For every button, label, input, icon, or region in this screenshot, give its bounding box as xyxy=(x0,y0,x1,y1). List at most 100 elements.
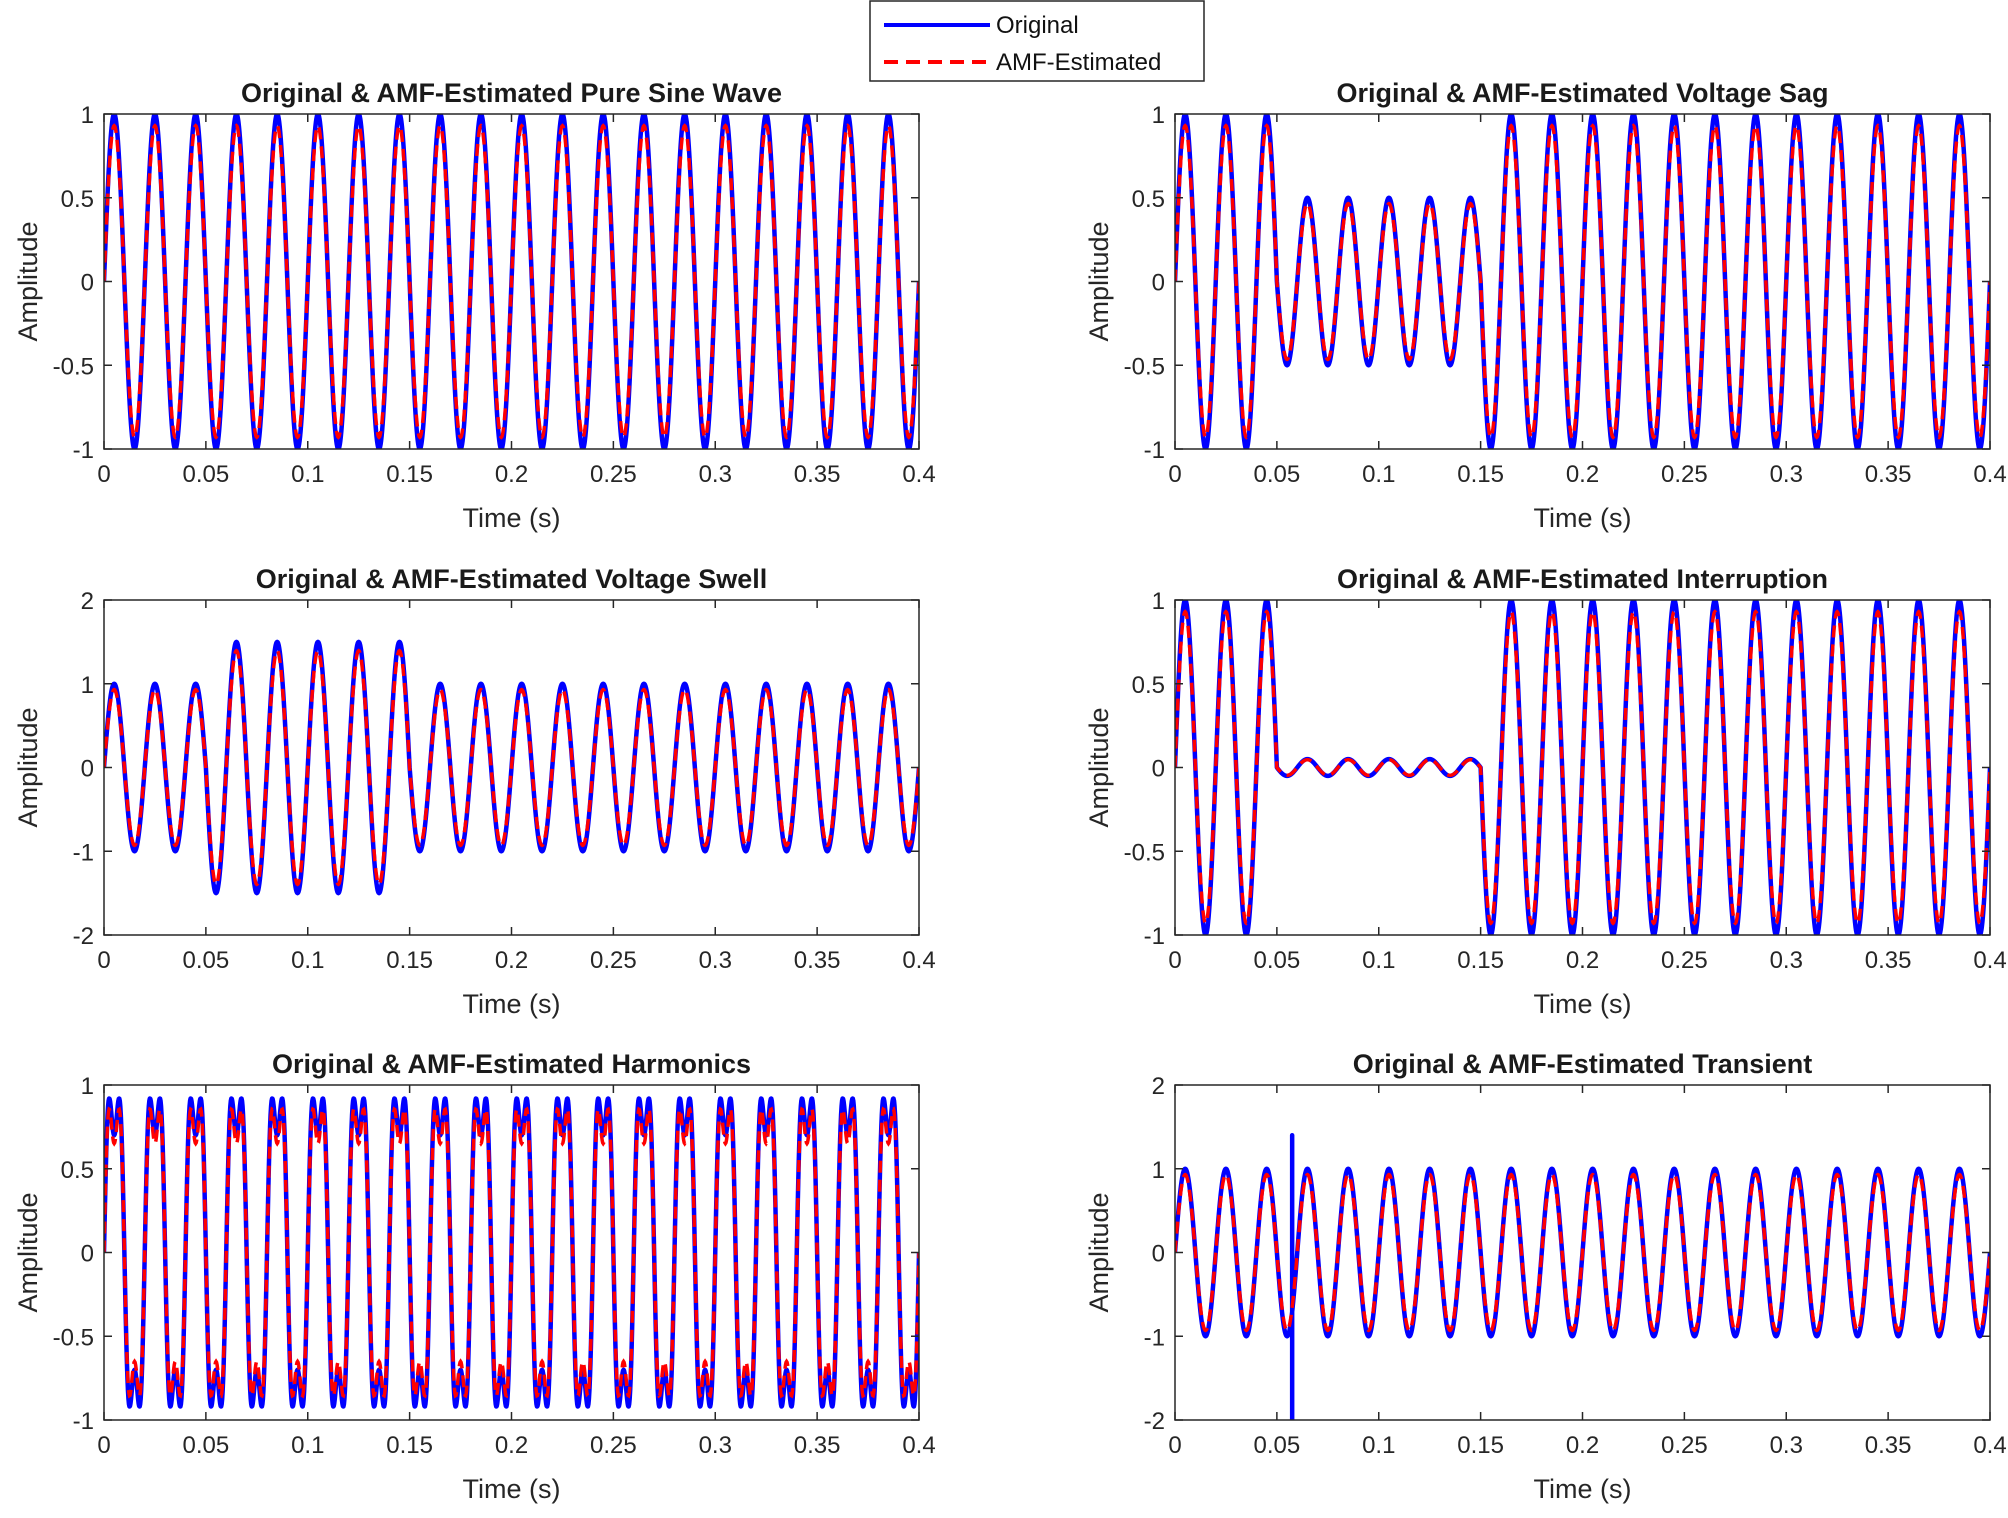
y-tick-label-0: 0 xyxy=(1152,1241,1165,1268)
series-amf-estimated-line xyxy=(1175,1172,1990,1333)
y-tick-label-1: -1 xyxy=(1144,923,1165,950)
y-axis-label: Amplitude xyxy=(13,1192,43,1312)
x-tick-label-0-1: 0.1 xyxy=(291,1432,324,1459)
x-tick-label-0-4: 0.4 xyxy=(902,1432,935,1459)
x-tick-label-0-25: 0.25 xyxy=(1661,947,1708,974)
chart-title: Original & AMF-Estimated Voltage Swell xyxy=(256,564,768,594)
y-tick-label-0: 0 xyxy=(81,270,94,297)
y-tick-label-1: -1 xyxy=(1144,437,1165,464)
y-tick-label-0-5: 0.5 xyxy=(61,186,94,213)
x-tick-label-0-25: 0.25 xyxy=(590,461,637,488)
subplot-harmonics: 0 0.05 0.1 0.15 0.2 0.25 0.3 0.35 0.4 -1 -0.5 0 0.5 1… xyxy=(13,1049,936,1504)
y-tick-label-1: 1 xyxy=(1152,588,1165,615)
x-tick-label-0-25: 0.25 xyxy=(1661,1432,1708,1459)
x-tick-label-0-35: 0.35 xyxy=(794,1432,841,1459)
x-tick-label-0-4: 0.4 xyxy=(1973,1432,2006,1459)
x-tick-label-0: 0 xyxy=(97,947,110,974)
legend-label-amf: AMF-Estimated xyxy=(996,49,1161,76)
x-tick-label-0-15: 0.15 xyxy=(386,947,433,974)
x-tick-label-0-3: 0.3 xyxy=(699,461,732,488)
chart-title: Original & AMF-Estimated Pure Sine Wave xyxy=(241,78,782,108)
x-tick-label-0-05: 0.05 xyxy=(1254,1432,1301,1459)
legend: Original AMF-Estimated xyxy=(869,0,1205,82)
x-tick-label-0-3: 0.3 xyxy=(1770,947,1803,974)
x-tick-label-0-35: 0.35 xyxy=(1865,1432,1912,1459)
x-tick-label-0-35: 0.35 xyxy=(1865,461,1912,488)
y-tick-label-1: -1 xyxy=(73,839,94,866)
y-tick-label-0-5: 0.5 xyxy=(61,1157,94,1184)
y-tick-label-1: 1 xyxy=(81,1073,94,1100)
subplot-voltage-swell: 0 0.05 0.1 0.15 0.2 0.25 0.3 0.35 0.4 -2 -1 0 1 2 Orig… xyxy=(13,564,936,1019)
series-amf-estimated-line xyxy=(1175,123,1990,440)
x-tick-label-0-05: 0.05 xyxy=(1254,461,1301,488)
subplot-interruption: 0 0.05 0.1 0.15 0.2 0.25 0.3 0.35 0.4 -1 -0.5 0 0.5 1… xyxy=(1084,564,2007,1019)
y-axis-label: Amplitude xyxy=(1084,1192,1114,1312)
y-tick-label-1: -1 xyxy=(1144,1324,1165,1351)
x-tick-label-0-3: 0.3 xyxy=(699,947,732,974)
x-tick-label-0-4: 0.4 xyxy=(1973,947,2006,974)
x-tick-label-0-2: 0.2 xyxy=(1566,461,1599,488)
y-tick-label-1: -1 xyxy=(73,1408,94,1435)
series-amf-estimated-line xyxy=(104,123,919,440)
chart-title: Original & AMF-Estimated Voltage Sag xyxy=(1336,78,1828,108)
x-tick-label-0-4: 0.4 xyxy=(902,461,935,488)
x-tick-label-0-1: 0.1 xyxy=(1362,1432,1395,1459)
series-amf-estimated-line xyxy=(104,648,919,887)
y-axis-label: Amplitude xyxy=(13,221,43,341)
y-tick-label-0-5: 0.5 xyxy=(1132,186,1165,213)
x-tick-label-0-4: 0.4 xyxy=(1973,461,2006,488)
y-axis-label: Amplitude xyxy=(13,707,43,827)
x-tick-label-0-15: 0.15 xyxy=(386,1432,433,1459)
legend-label-original: Original xyxy=(996,12,1079,39)
y-tick-label-0: 0 xyxy=(81,1241,94,1268)
y-tick-label-1: 1 xyxy=(1152,1157,1165,1184)
x-tick-label-0-1: 0.1 xyxy=(1362,461,1395,488)
x-tick-label-0: 0 xyxy=(97,461,110,488)
series-amf-estimated-line xyxy=(1175,609,1990,926)
x-tick-label-0-1: 0.1 xyxy=(291,461,324,488)
x-tick-label-0-1: 0.1 xyxy=(1362,947,1395,974)
y-tick-label-0-5: 0.5 xyxy=(1132,672,1165,699)
x-tick-label-0: 0 xyxy=(1168,461,1181,488)
subplot-transient: 0 0.05 0.1 0.15 0.2 0.25 0.3 0.35 0.4 -2 -1 0 1 2 Orig… xyxy=(1084,1049,2007,1504)
x-tick-label-0-3: 0.3 xyxy=(1770,461,1803,488)
x-tick-label-0-2: 0.2 xyxy=(495,461,528,488)
x-tick-label-0-05: 0.05 xyxy=(183,461,230,488)
y-tick-label-0-5: -0.5 xyxy=(1124,353,1165,380)
x-tick-label-0-25: 0.25 xyxy=(590,947,637,974)
x-tick-label-0-15: 0.15 xyxy=(1457,947,1504,974)
subplot-pure-sine: 0 0.05 0.1 0.15 0.2 0.25 0.3 0.35 0.4 -1 -0.5 0 0.5 1… xyxy=(13,78,936,533)
y-tick-label-2: 2 xyxy=(1152,1073,1165,1100)
y-tick-label-0-5: -0.5 xyxy=(1124,839,1165,866)
y-tick-label-2: -2 xyxy=(1144,1408,1165,1435)
x-tick-label-0-15: 0.15 xyxy=(386,461,433,488)
subplot-voltage-sag: 0 0.05 0.1 0.15 0.2 0.25 0.3 0.35 0.4 -1 -0.5 0 0.5 1… xyxy=(1084,78,2007,533)
y-tick-label-2: 2 xyxy=(81,588,94,615)
x-tick-label-0-2: 0.2 xyxy=(495,947,528,974)
y-tick-label-1: 1 xyxy=(1152,102,1165,129)
y-tick-label-1: 1 xyxy=(81,672,94,699)
x-axis-label: Time (s) xyxy=(1534,1474,1632,1504)
x-tick-label-0-05: 0.05 xyxy=(183,947,230,974)
x-axis-label: Time (s) xyxy=(463,503,561,533)
y-tick-label-0: 0 xyxy=(1152,270,1165,297)
chart-title: Original & AMF-Estimated Interruption xyxy=(1337,564,1828,594)
x-tick-label-0-05: 0.05 xyxy=(183,1432,230,1459)
x-tick-label-0-2: 0.2 xyxy=(1566,947,1599,974)
x-tick-label-0-1: 0.1 xyxy=(291,947,324,974)
x-axis-label: Time (s) xyxy=(1534,989,1632,1019)
x-tick-label-0-35: 0.35 xyxy=(1865,947,1912,974)
x-tick-label-0-25: 0.25 xyxy=(1661,461,1708,488)
y-tick-label-0-5: -0.5 xyxy=(53,353,94,380)
y-axis-label: Amplitude xyxy=(1084,221,1114,341)
y-tick-label-2: -2 xyxy=(73,923,94,950)
chart-title: Original & AMF-Estimated Transient xyxy=(1353,1049,1813,1079)
x-axis-label: Time (s) xyxy=(463,989,561,1019)
x-tick-label-0-05: 0.05 xyxy=(1254,947,1301,974)
x-tick-label-0-35: 0.35 xyxy=(794,947,841,974)
x-axis-label: Time (s) xyxy=(463,1474,561,1504)
legend-box xyxy=(869,0,1205,82)
x-tick-label-0-2: 0.2 xyxy=(1566,1432,1599,1459)
y-tick-label-0: 0 xyxy=(1152,756,1165,783)
